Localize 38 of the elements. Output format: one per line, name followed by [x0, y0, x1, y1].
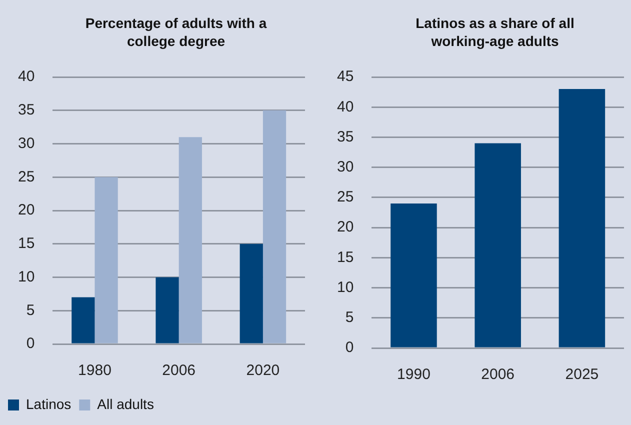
y-tick-label: 5	[345, 309, 354, 326]
bar	[262, 110, 286, 344]
y-tick-label: 15	[18, 235, 35, 252]
x-tick-label: 1980	[78, 362, 112, 380]
chart-title: Latinos as a share of all working-age adults	[414, 14, 576, 50]
y-tick-label: 25	[18, 168, 35, 186]
y-tick-label: 5	[26, 302, 35, 319]
x-tick-label: 2006	[481, 366, 515, 384]
y-tick-label: 35	[336, 128, 354, 146]
x-tick-label: 2020	[246, 362, 280, 380]
legend-label: Latinos	[26, 396, 72, 412]
y-tick-label: 45	[336, 68, 354, 86]
bar	[156, 277, 179, 344]
y-tick-label: 10	[18, 268, 35, 286]
y-tick-label: 35	[18, 102, 35, 119]
y-tick-label: 0	[345, 339, 354, 356]
x-tick-label: 2025	[565, 366, 599, 384]
bar	[390, 203, 437, 348]
y-tick-label: 25	[336, 188, 354, 206]
y-tick-label: 0	[26, 335, 35, 352]
bar	[240, 244, 263, 344]
bar	[94, 177, 118, 344]
x-tick-label: 1990	[397, 366, 430, 384]
bar	[72, 297, 95, 344]
y-tick-label: 40	[336, 98, 354, 116]
y-tick-label: 10	[336, 278, 354, 296]
y-tick-label: 30	[336, 158, 354, 176]
y-tick-label: 20	[18, 202, 35, 219]
y-tick-label: 30	[18, 134, 35, 152]
y-tick-label: 40	[18, 68, 35, 86]
bar	[558, 89, 606, 348]
y-tick-label: 15	[336, 248, 354, 266]
legend-label: All adults	[97, 396, 154, 412]
bar	[474, 143, 521, 348]
bar	[178, 137, 202, 344]
chart-title: Percentage of adults with a college degree	[84, 14, 268, 50]
x-tick-label: 2006	[162, 362, 196, 380]
y-tick-label: 20	[336, 218, 354, 236]
